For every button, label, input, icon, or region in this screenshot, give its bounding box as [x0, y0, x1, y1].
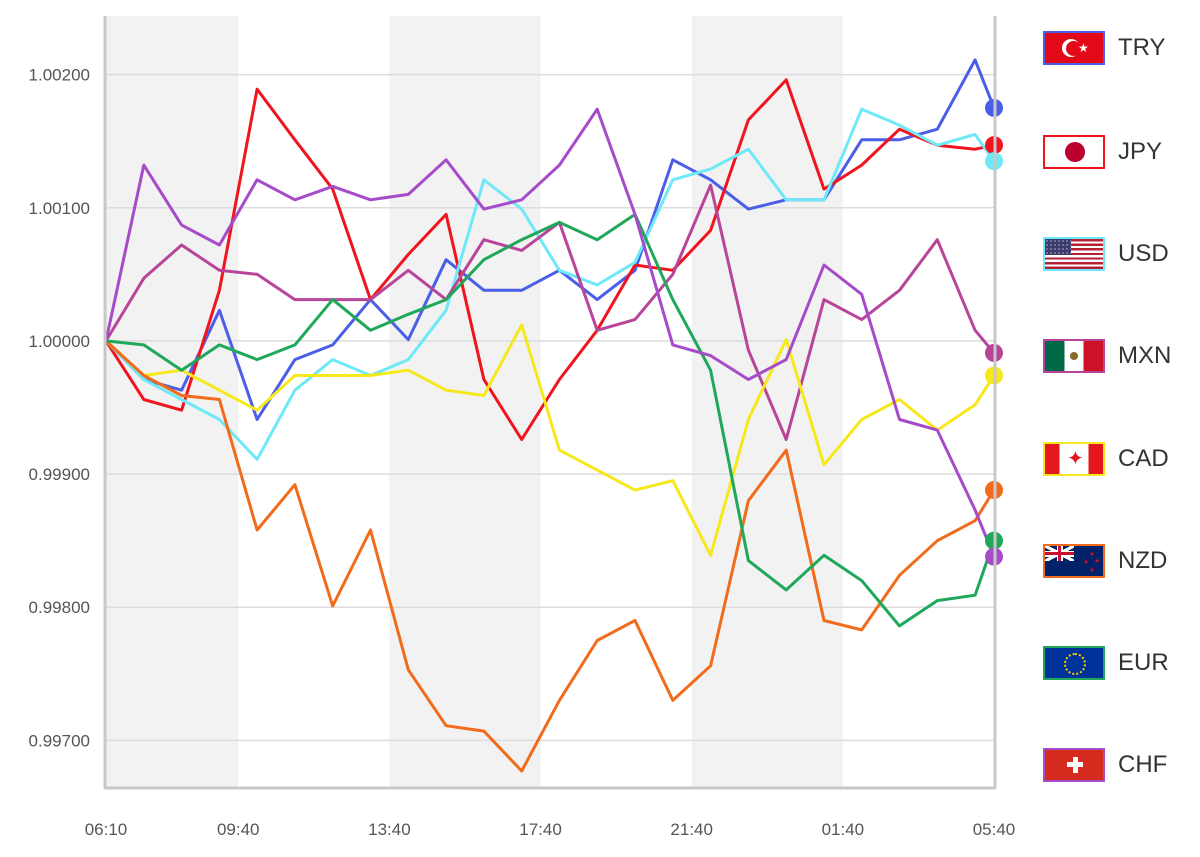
x-tick-label: 09:40: [217, 820, 260, 839]
shaded-band: [389, 16, 541, 787]
x-tick-label: 17:40: [519, 820, 562, 839]
legend-item-try[interactable]: ★ TRY: [1043, 29, 1166, 67]
japan-flag-icon: [1043, 135, 1105, 169]
switzerland-flag-icon: [1043, 748, 1105, 782]
x-tick-label: 05:40: [973, 820, 1016, 839]
series-line-nzd: [104, 339, 996, 773]
x-tick-label: 06:10: [85, 820, 128, 839]
y-tick-label: 0.99800: [29, 598, 90, 617]
legend-item-mxn[interactable]: MXN: [1043, 337, 1171, 375]
y-tick-label: 0.99700: [29, 731, 90, 750]
legend-item-cad[interactable]: ✦ CAD: [1043, 440, 1169, 478]
canada-flag-icon: ✦: [1043, 442, 1105, 476]
mexico-flag-icon: [1043, 339, 1105, 373]
legend-item-nzd[interactable]: ★ ★ ★ ★ NZD: [1043, 542, 1167, 580]
legend-label: USD: [1118, 240, 1169, 267]
x-tick-label: 01:40: [822, 820, 865, 839]
legend-label: CHF: [1118, 751, 1168, 778]
legend-item-eur[interactable]: EUR: [1043, 644, 1169, 682]
shaded-bands: [106, 16, 843, 787]
x-tick-label: 13:40: [368, 820, 411, 839]
gridlines: [106, 73, 994, 742]
legend: ★ TRY JPY USD MXN ✦ CAD ★ ★ ★ ★ NZD EUR CHF: [1043, 0, 1200, 857]
usa-flag-icon: [1043, 237, 1105, 271]
legend-label: EUR: [1118, 649, 1169, 676]
axes: [103, 16, 997, 790]
legend-item-jpy[interactable]: JPY: [1043, 133, 1162, 171]
x-tick-label: 21:40: [670, 820, 713, 839]
eu-flag-icon: [1043, 646, 1105, 680]
x-tick-labels: 06:10 09:40 13:40 17:40 21:40 01:40 05:40: [85, 820, 1016, 839]
series-lines: [104, 58, 996, 773]
legend-item-usd[interactable]: USD: [1043, 235, 1169, 273]
legend-label: NZD: [1118, 547, 1168, 574]
legend-label: MXN: [1118, 342, 1172, 369]
y-tick-label: 1.00000: [29, 332, 90, 351]
legend-label: CAD: [1118, 445, 1169, 472]
y-tick-labels: 1.00200 1.00100 1.00000 0.99900 0.99800 0.997…: [29, 66, 90, 751]
y-tick-label: 0.99900: [29, 465, 90, 484]
shaded-band: [106, 16, 239, 787]
series-line-usd: [104, 107, 996, 461]
shaded-band: [691, 16, 843, 787]
series-line-jpy: [104, 78, 995, 441]
series-line-cad: [104, 323, 996, 557]
turkey-flag-icon: ★: [1043, 31, 1105, 65]
y-tick-label: 1.00100: [29, 199, 90, 218]
legend-label: TRY: [1118, 34, 1166, 61]
y-tick-label: 1.00200: [29, 66, 90, 85]
legend-item-chf[interactable]: CHF: [1043, 746, 1167, 784]
series-line-chf: [104, 107, 996, 558]
legend-label: JPY: [1118, 138, 1163, 165]
series-line-eur: [105, 212, 996, 628]
new-zealand-flag-icon: ★ ★ ★ ★: [1043, 544, 1105, 578]
